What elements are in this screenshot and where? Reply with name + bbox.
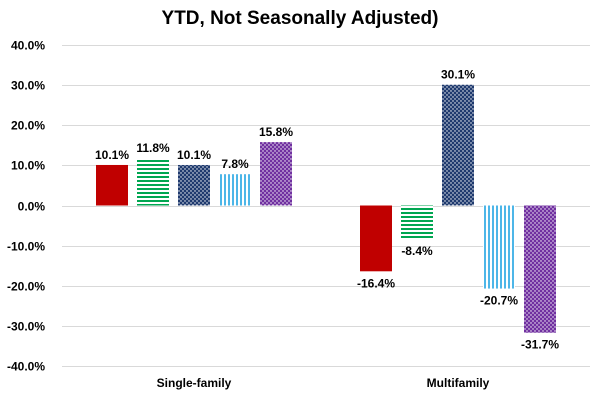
data-label: 11.8%	[136, 141, 170, 155]
data-labels: 10.1% 11.8% 10.1% 7.8% 15.8% -16.4% -8.4% 30.1%…	[95, 68, 559, 352]
y-axis-ticks: 40.0% 30.0% 20.0% 10.0% 0.0% -10.0% -20.0% -30.…	[7, 39, 45, 374]
data-label: 7.8%	[221, 157, 249, 171]
chart-title-line-2: YTD, Not Seasonally Adjusted)	[162, 8, 439, 29]
bar	[442, 84, 474, 206]
bar	[524, 205, 556, 333]
bar	[219, 174, 251, 206]
y-tick-label: -10.0%	[7, 240, 45, 254]
data-label: 15.8%	[259, 125, 293, 139]
bar	[260, 142, 292, 206]
y-tick-label: 10.0%	[11, 159, 45, 173]
bar	[401, 205, 433, 240]
y-tick-label: -30.0%	[7, 320, 45, 334]
bars	[96, 84, 556, 333]
y-tick-label: 30.0%	[11, 79, 45, 93]
x-axis-ticks: Single-family Multifamily	[157, 376, 490, 390]
data-label: 30.1%	[441, 68, 475, 82]
bar	[96, 164, 128, 206]
y-tick-label: -40.0%	[7, 360, 45, 374]
y-tick-label: -20.0%	[7, 280, 45, 294]
data-label: -8.4%	[401, 244, 433, 258]
x-tick-label: Single-family	[157, 376, 232, 390]
y-tick-label: 0.0%	[18, 200, 46, 214]
bar	[178, 164, 210, 206]
y-tick-label: 20.0%	[11, 119, 45, 133]
bar	[360, 205, 392, 272]
y-tick-label: 40.0%	[11, 39, 45, 53]
data-label: -20.7%	[480, 294, 518, 308]
x-tick-label: Multifamily	[427, 376, 490, 390]
bar	[483, 205, 515, 289]
data-label: -31.7%	[521, 338, 559, 352]
data-label: -16.4%	[357, 276, 395, 290]
data-label: 10.1%	[95, 148, 129, 162]
bar	[137, 158, 169, 206]
data-label: 10.1%	[177, 148, 211, 162]
